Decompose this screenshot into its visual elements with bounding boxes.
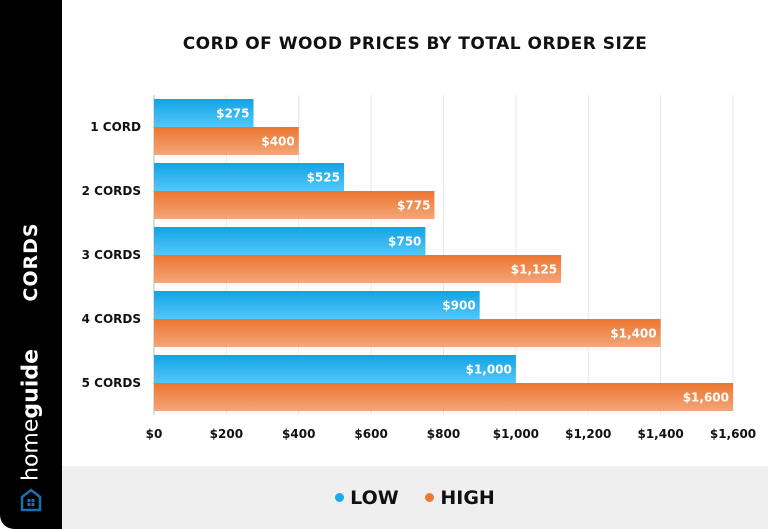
house-icon [20, 488, 42, 512]
bar-chart: $0 $200 $400 $600 $800 $1,000 $1,200 $1,400 $1,6… [82, 95, 756, 441]
x-tick-label: $200 [210, 427, 243, 441]
bar-high [154, 255, 562, 283]
data-label-low: $900 [442, 299, 475, 313]
bar-low [154, 99, 254, 127]
data-label-high: $400 [261, 135, 294, 149]
legend-swatch-high [425, 493, 435, 502]
chart-title: CORD OF WOOD PRICES BY TOTAL ORDER SIZE [182, 34, 648, 54]
legend-label-low: LOW [350, 486, 399, 509]
category-label: 2 CORDS [82, 184, 141, 198]
data-label-low: $525 [307, 171, 340, 185]
x-tick-label: $1,600 [710, 427, 756, 441]
data-label-low: $275 [216, 107, 249, 121]
sidebar: CORDS homeguide [0, 0, 62, 529]
data-label-low: $1,000 [466, 363, 512, 377]
category-label: 4 CORDS [82, 312, 141, 326]
legend-band [62, 466, 768, 529]
bar-low [154, 227, 426, 255]
bar-low [154, 163, 344, 191]
category-label: 3 CORDS [82, 248, 141, 262]
data-label-high: $1,600 [683, 391, 729, 405]
category-label: 5 CORDS [82, 376, 141, 390]
legend-label-high: HIGH [440, 486, 495, 509]
x-tick-label: $800 [427, 427, 460, 441]
legend-swatch-low [335, 493, 345, 502]
x-tick-label: $0 [146, 427, 163, 441]
legend: LOW HIGH [62, 485, 768, 509]
data-label-high: $1,400 [610, 327, 656, 341]
x-tick-label: $600 [354, 427, 387, 441]
data-label-low: $750 [388, 235, 421, 249]
data-label-high: $775 [397, 199, 430, 213]
x-tick-label: $1,000 [493, 427, 539, 441]
bar-high [154, 383, 733, 411]
bar-high [154, 319, 661, 347]
legend-item-high: HIGH [425, 486, 495, 509]
bar-low [154, 355, 516, 383]
category-label: 1 CORD [90, 120, 141, 134]
bar-low [154, 291, 480, 319]
data-label-high: $1,125 [511, 263, 557, 277]
bar-high [154, 191, 435, 219]
x-tick-label: $400 [282, 427, 315, 441]
bar-high [154, 127, 299, 155]
legend-item-low: LOW [335, 487, 399, 509]
x-tick-label: $1,400 [637, 427, 683, 441]
x-tick-label: $1,200 [565, 427, 611, 441]
